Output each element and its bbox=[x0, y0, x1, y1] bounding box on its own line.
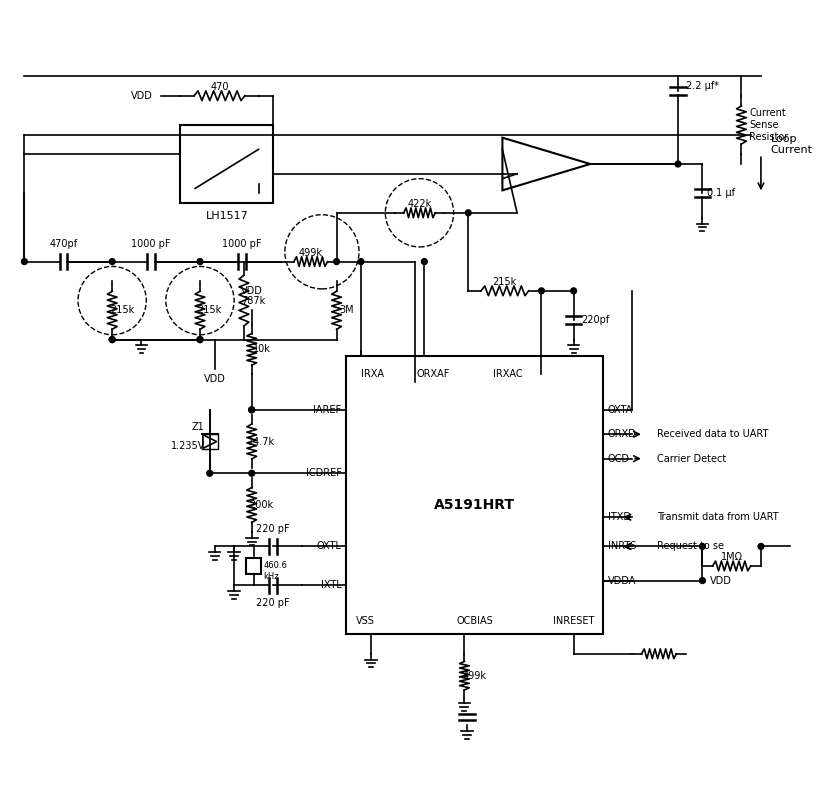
Text: 470pf: 470pf bbox=[49, 239, 78, 249]
Circle shape bbox=[197, 259, 203, 264]
Text: ORXD: ORXD bbox=[608, 429, 636, 440]
Text: 2.2 μf*: 2.2 μf* bbox=[685, 81, 719, 91]
Text: Transmit data from UART: Transmit data from UART bbox=[657, 512, 778, 522]
Text: IAREF: IAREF bbox=[313, 405, 341, 415]
Text: IRXAC: IRXAC bbox=[493, 368, 522, 379]
Text: VDD: VDD bbox=[241, 286, 263, 296]
Text: 14.7k: 14.7k bbox=[248, 436, 275, 447]
Text: LH1517: LH1517 bbox=[206, 211, 248, 221]
Text: ORXAF: ORXAF bbox=[416, 368, 450, 379]
Circle shape bbox=[334, 259, 339, 264]
Text: OXTA: OXTA bbox=[608, 405, 633, 415]
Circle shape bbox=[758, 544, 764, 549]
Text: VDDA: VDDA bbox=[608, 575, 636, 586]
Text: VDD: VDD bbox=[131, 90, 153, 101]
Circle shape bbox=[206, 470, 213, 476]
Circle shape bbox=[358, 259, 364, 264]
Circle shape bbox=[109, 337, 115, 343]
Text: Loop
Current: Loop Current bbox=[770, 133, 813, 155]
Text: 470: 470 bbox=[211, 82, 228, 92]
Text: 460.6
kHz: 460.6 kHz bbox=[264, 561, 287, 580]
Circle shape bbox=[675, 161, 681, 167]
Text: 220 pF: 220 pF bbox=[256, 524, 290, 534]
Text: 1MΩ: 1MΩ bbox=[721, 552, 743, 562]
Circle shape bbox=[197, 337, 203, 343]
Text: VDD: VDD bbox=[204, 374, 225, 384]
Text: 215k: 215k bbox=[493, 277, 517, 287]
Text: 1.235V: 1.235V bbox=[171, 441, 205, 452]
Text: 1000 pF: 1000 pF bbox=[131, 239, 171, 249]
Text: 220 pF: 220 pF bbox=[256, 598, 290, 608]
Text: OXTL: OXTL bbox=[317, 541, 341, 551]
Text: 0.1 μf: 0.1 μf bbox=[707, 188, 735, 198]
Text: 422k: 422k bbox=[407, 199, 432, 209]
Text: Request to se: Request to se bbox=[657, 541, 724, 551]
Text: 3M: 3M bbox=[339, 305, 353, 315]
Text: INRTS: INRTS bbox=[608, 541, 636, 551]
Text: VDD: VDD bbox=[710, 575, 732, 586]
Circle shape bbox=[249, 407, 255, 413]
Circle shape bbox=[570, 288, 577, 294]
Text: VSS: VSS bbox=[357, 617, 375, 626]
Polygon shape bbox=[203, 435, 216, 448]
Bar bbox=[346, 356, 603, 634]
Text: INRESET: INRESET bbox=[553, 617, 594, 626]
Text: 200k: 200k bbox=[250, 500, 273, 510]
Text: 499k: 499k bbox=[462, 671, 486, 680]
Circle shape bbox=[249, 407, 255, 413]
Text: OCBIAS: OCBIAS bbox=[456, 617, 493, 626]
Circle shape bbox=[699, 578, 705, 583]
Text: 1000 pF: 1000 pF bbox=[222, 239, 262, 249]
Text: IRXA: IRXA bbox=[361, 368, 384, 379]
Circle shape bbox=[109, 337, 115, 343]
Circle shape bbox=[197, 337, 203, 343]
Text: 10k: 10k bbox=[252, 344, 270, 355]
Text: Z1: Z1 bbox=[192, 422, 205, 432]
Text: ICDREF: ICDREF bbox=[305, 469, 341, 478]
Text: Carrier Detect: Carrier Detect bbox=[657, 453, 725, 464]
Circle shape bbox=[539, 288, 544, 294]
Text: IXTL: IXTL bbox=[321, 580, 341, 591]
Text: Received data to UART: Received data to UART bbox=[657, 429, 768, 440]
Text: ITXD: ITXD bbox=[608, 512, 631, 522]
Bar bbox=[180, 125, 273, 203]
Text: 499k: 499k bbox=[299, 248, 322, 258]
Bar bbox=[246, 558, 261, 574]
Text: A5191HRT: A5191HRT bbox=[434, 498, 515, 512]
Text: 215k: 215k bbox=[197, 305, 222, 315]
Text: Current
Sense
Resistor: Current Sense Resistor bbox=[749, 108, 788, 141]
Circle shape bbox=[21, 259, 27, 264]
Circle shape bbox=[249, 470, 255, 476]
Circle shape bbox=[465, 210, 471, 216]
Text: 215k: 215k bbox=[110, 305, 134, 315]
Text: 787k: 787k bbox=[242, 296, 266, 305]
Text: 220pf: 220pf bbox=[582, 315, 610, 325]
Text: OCD: OCD bbox=[608, 453, 630, 464]
Circle shape bbox=[109, 259, 115, 264]
Circle shape bbox=[699, 544, 705, 549]
Circle shape bbox=[421, 259, 428, 264]
